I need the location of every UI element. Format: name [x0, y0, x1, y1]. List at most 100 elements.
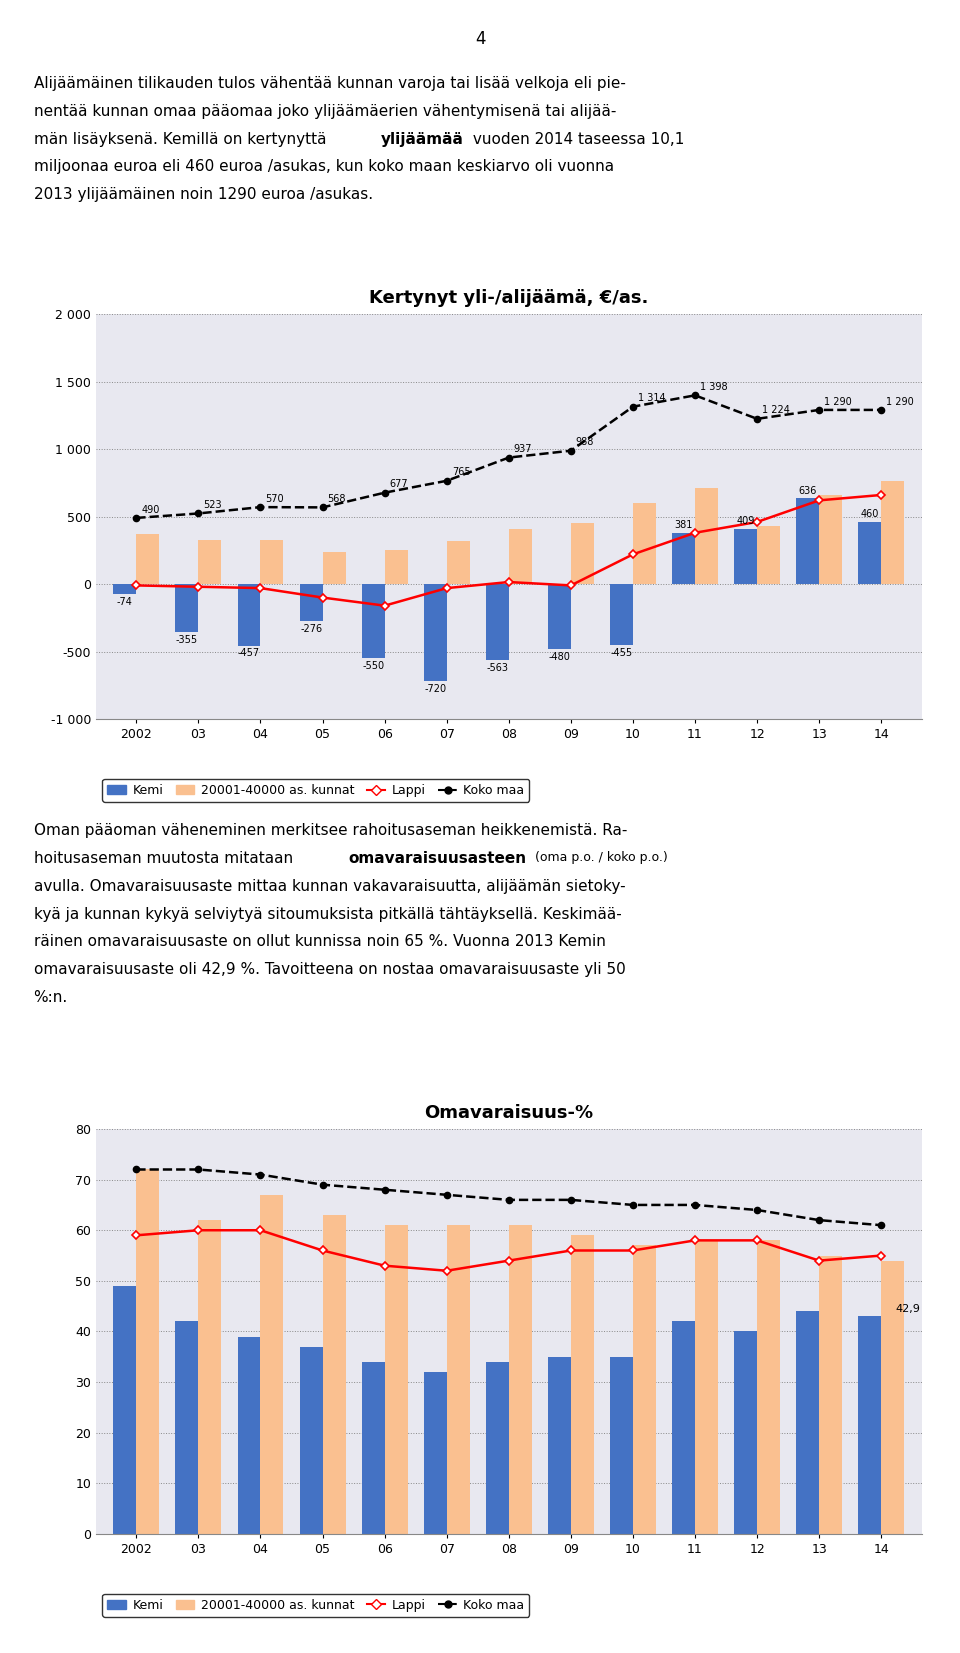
Text: omavaraisuusaste oli 42,9 %. Tavoitteena on nostaa omavaraisuusaste yli 50: omavaraisuusaste oli 42,9 %. Tavoitteena…: [34, 962, 625, 977]
Bar: [858, 522, 881, 584]
Title: Omavaraisuus-%: Omavaraisuus-%: [424, 1104, 593, 1122]
Text: 988: 988: [576, 438, 594, 448]
Text: nentää kunnan omaa pääomaa joko ylijäämäerien vähentymisenä tai alijää-: nentää kunnan omaa pääomaa joko ylijäämä…: [34, 104, 616, 119]
Bar: [695, 488, 718, 584]
Bar: [423, 584, 446, 681]
Bar: [199, 1220, 222, 1534]
Text: män lisäyksenä. Kemillä on kertynyttä: män lisäyksenä. Kemillä on kertynyttä: [34, 132, 331, 147]
Text: 42,9: 42,9: [896, 1304, 921, 1314]
Text: -563: -563: [487, 663, 508, 673]
Bar: [796, 498, 819, 584]
Bar: [757, 1240, 780, 1534]
Bar: [695, 1240, 718, 1534]
Bar: [819, 1256, 842, 1534]
Bar: [571, 524, 594, 584]
Text: 937: 937: [514, 445, 532, 455]
Bar: [757, 526, 780, 584]
Text: 1 290: 1 290: [886, 397, 914, 407]
Legend: Kemi, 20001-40000 as. kunnat, Lappi, Koko maa: Kemi, 20001-40000 as. kunnat, Lappi, Kok…: [103, 1593, 529, 1617]
Text: -276: -276: [300, 625, 323, 635]
Bar: [260, 541, 283, 584]
Bar: [610, 584, 633, 645]
Text: 1 224: 1 224: [762, 405, 790, 415]
Bar: [113, 584, 136, 593]
Text: 568: 568: [327, 494, 346, 504]
Bar: [819, 494, 842, 584]
Bar: [509, 1225, 532, 1534]
Bar: [237, 1337, 260, 1534]
Bar: [672, 532, 695, 584]
Bar: [858, 1316, 881, 1534]
Bar: [571, 1235, 594, 1534]
Text: 1 290: 1 290: [824, 397, 852, 407]
Bar: [446, 1225, 469, 1534]
Text: kyä ja kunnan kykyä selviytyä sitoumuksista pitkällä tähtäyksellä. Keskimää-: kyä ja kunnan kykyä selviytyä sitoumuksi…: [34, 906, 621, 921]
Text: -455: -455: [611, 648, 633, 658]
Bar: [237, 584, 260, 646]
Text: 2013 ylijäämäinen noin 1290 euroa /asukas.: 2013 ylijäämäinen noin 1290 euroa /asuka…: [34, 187, 372, 202]
Text: 1 314: 1 314: [637, 393, 665, 403]
Text: vuoden 2014 taseessa 10,1: vuoden 2014 taseessa 10,1: [468, 132, 684, 147]
Bar: [385, 550, 408, 584]
Bar: [362, 584, 385, 658]
Bar: [385, 1225, 408, 1534]
Text: 490: 490: [141, 504, 159, 514]
Text: räinen omavaraisuusaste on ollut kunnissa noin 65 %. Vuonna 2013 Kemin: räinen omavaraisuusaste on ollut kunniss…: [34, 934, 606, 949]
Text: omavaraisuusasteen: omavaraisuusasteen: [348, 851, 527, 866]
Bar: [486, 1362, 509, 1534]
Text: 765: 765: [452, 468, 470, 478]
Bar: [633, 503, 656, 584]
Bar: [486, 584, 509, 660]
Bar: [176, 584, 199, 631]
Bar: [113, 1286, 136, 1534]
Text: hoitusaseman muutosta mitataan: hoitusaseman muutosta mitataan: [34, 851, 298, 866]
Text: 636: 636: [799, 486, 817, 496]
Bar: [672, 1321, 695, 1534]
Bar: [881, 481, 904, 584]
Bar: [199, 539, 222, 584]
Text: -480: -480: [548, 651, 570, 661]
Text: miljoonaa euroa eli 460 euroa /asukas, kun koko maan keskiarvo oli vuonna: miljoonaa euroa eli 460 euroa /asukas, k…: [34, 159, 613, 174]
Bar: [136, 534, 159, 584]
Bar: [323, 552, 346, 584]
Legend: Kemi, 20001-40000 as. kunnat, Lappi, Koko maa: Kemi, 20001-40000 as. kunnat, Lappi, Kok…: [103, 779, 529, 802]
Text: 677: 677: [390, 479, 408, 489]
Text: %:n.: %:n.: [34, 990, 68, 1005]
Text: 381: 381: [674, 521, 693, 531]
Text: avulla. Omavaraisuusaste mittaa kunnan vakavaraisuutta, alijäämän sietoky-: avulla. Omavaraisuusaste mittaa kunnan v…: [34, 879, 625, 894]
Text: Oman pääoman väheneminen merkitsee rahoitusaseman heikkenemistä. Ra-: Oman pääoman väheneminen merkitsee rahoi…: [34, 823, 627, 838]
Bar: [548, 584, 571, 650]
Bar: [300, 1347, 323, 1534]
Text: 409: 409: [736, 516, 755, 526]
Bar: [423, 1372, 446, 1534]
Bar: [734, 529, 757, 584]
Text: 523: 523: [204, 501, 222, 511]
Text: -720: -720: [424, 684, 446, 694]
Bar: [610, 1357, 633, 1534]
Title: Kertynyt yli-/alijäämä, €/as.: Kertynyt yli-/alijäämä, €/as.: [369, 289, 649, 307]
Bar: [176, 1321, 199, 1534]
Text: -550: -550: [362, 661, 384, 671]
Text: 460: 460: [860, 509, 879, 519]
Text: Alijäämäinen tilikauden tulos vähentää kunnan varoja tai lisää velkoja eli pie-: Alijäämäinen tilikauden tulos vähentää k…: [34, 76, 626, 91]
Bar: [446, 541, 469, 584]
Bar: [548, 1357, 571, 1534]
Text: ylijäämää: ylijäämää: [381, 132, 464, 147]
Bar: [633, 1245, 656, 1534]
Text: (oma p.o. / koko p.o.): (oma p.o. / koko p.o.): [531, 851, 667, 865]
Bar: [362, 1362, 385, 1534]
Text: 1 398: 1 398: [700, 382, 728, 392]
Text: 570: 570: [266, 494, 284, 504]
Text: -457: -457: [238, 648, 260, 658]
Bar: [300, 584, 323, 622]
Bar: [136, 1170, 159, 1534]
Bar: [260, 1195, 283, 1534]
Text: -74: -74: [117, 597, 132, 607]
Text: -355: -355: [176, 635, 198, 645]
Bar: [509, 529, 532, 584]
Bar: [734, 1332, 757, 1534]
Text: 4: 4: [475, 30, 485, 48]
Bar: [881, 1261, 904, 1534]
Bar: [796, 1311, 819, 1534]
Bar: [323, 1215, 346, 1534]
